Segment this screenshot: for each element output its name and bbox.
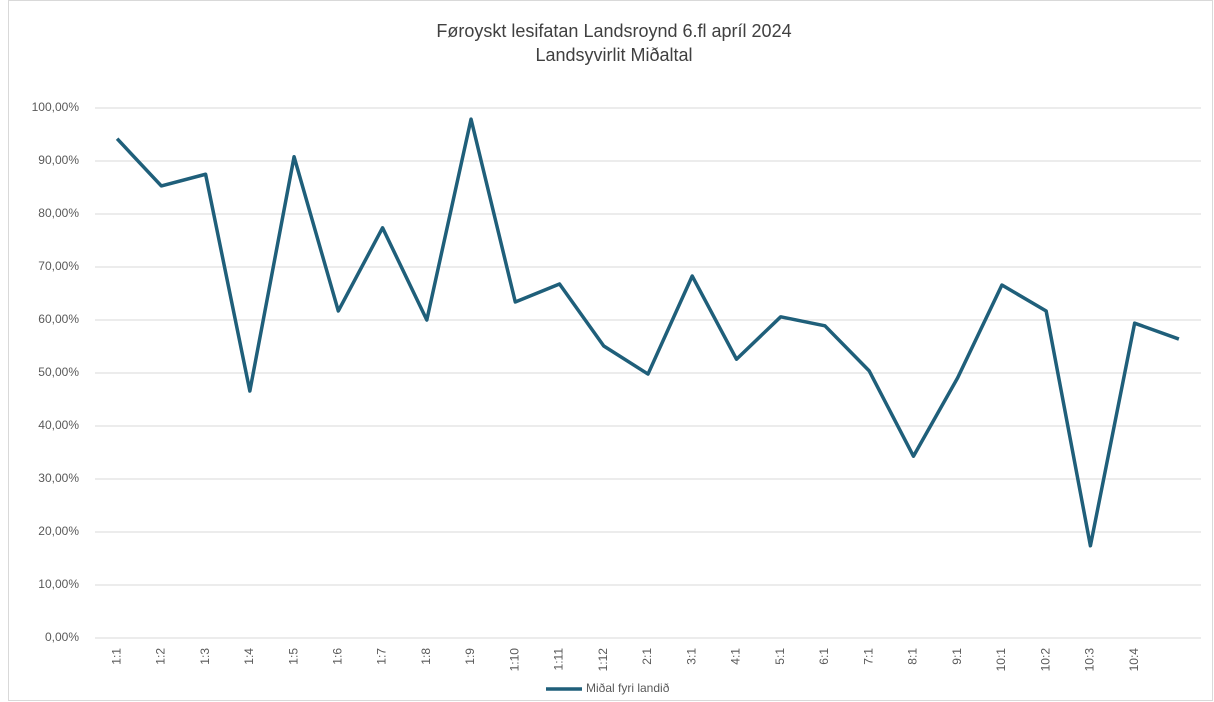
x-tick-label: 1:6 [330, 648, 344, 665]
y-tick-label: 70,00% [38, 259, 79, 273]
x-tick-label: 2:1 [640, 648, 654, 665]
y-tick-label: 80,00% [38, 206, 79, 220]
y-tick-label: 90,00% [38, 153, 79, 167]
y-tick-label: 100,00% [32, 100, 80, 114]
x-tick-label: 7:1 [861, 648, 875, 665]
x-tick-label: 1:8 [419, 648, 433, 665]
x-tick-label: 1:9 [463, 648, 477, 665]
x-tick-label: 5:1 [773, 648, 787, 665]
x-tick-label: 1:12 [596, 648, 610, 672]
x-tick-label: 8:1 [906, 648, 920, 665]
x-tick-label: 1:1 [109, 648, 123, 665]
chart-border [8, 0, 1213, 701]
x-tick-label: 1:5 [286, 648, 300, 665]
x-tick-label: 10:2 [1038, 648, 1052, 672]
x-tick-label: 1:4 [242, 648, 256, 665]
y-tick-label: 40,00% [38, 418, 79, 432]
x-tick-label: 6:1 [817, 648, 831, 665]
x-tick-label: 1:2 [154, 648, 168, 665]
y-tick-label: 10,00% [38, 577, 79, 591]
x-tick-label: 4:1 [729, 648, 743, 665]
x-tick-label: 1:11 [552, 648, 566, 671]
chart-subtitle: Landsyvirlit Miðaltal [535, 45, 692, 65]
data-line [115, 117, 1180, 548]
x-tick-label: 10:1 [994, 648, 1008, 672]
x-tick-label: 1:10 [507, 648, 521, 672]
legend-label: Miðal fyri landið [586, 681, 670, 695]
x-tick-label: 3:1 [684, 648, 698, 665]
x-tick-label: 9:1 [950, 648, 964, 665]
y-tick-label: 60,00% [38, 312, 79, 326]
x-tick-label: 1:3 [198, 648, 212, 665]
y-tick-label: 0,00% [45, 630, 79, 644]
y-tick-label: 20,00% [38, 524, 79, 538]
y-tick-label: 50,00% [38, 365, 79, 379]
y-tick-label: 30,00% [38, 471, 79, 485]
chart-title: Føroyskt lesifatan Landsroynd 6.fl apríl… [436, 21, 791, 41]
x-tick-label: 10:4 [1127, 648, 1141, 672]
x-tick-label: 10:3 [1083, 648, 1097, 672]
x-tick-label: 1:7 [375, 648, 389, 665]
